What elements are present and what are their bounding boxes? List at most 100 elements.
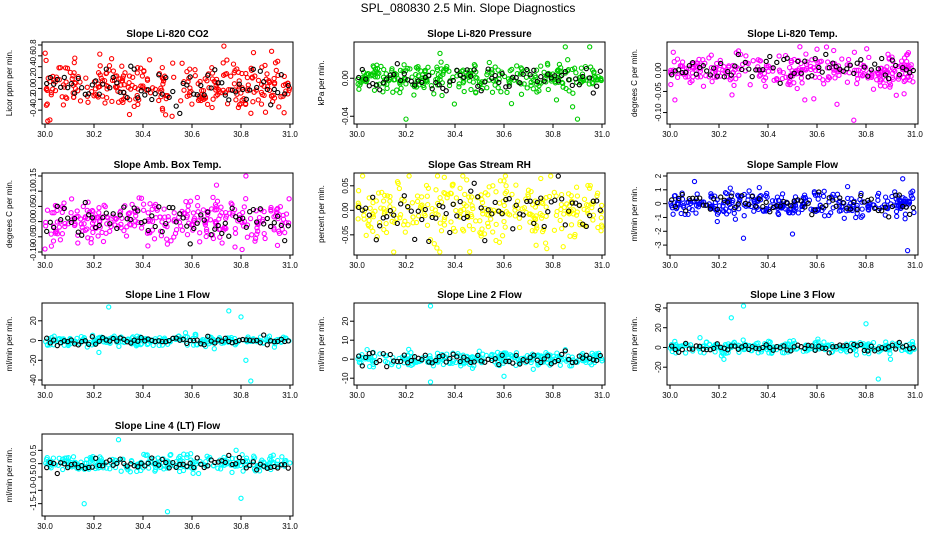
- x-tick-label: 31.0: [282, 130, 298, 139]
- overlay-point: [482, 79, 488, 85]
- overlay-point: [384, 363, 390, 370]
- outlier-point: [569, 104, 576, 110]
- data-point: [231, 70, 237, 76]
- data-point: [57, 64, 64, 71]
- data-point: [134, 70, 140, 76]
- y-axis-label: ml/min per min.: [630, 317, 639, 372]
- panel-6: Slope Sample Flow 30.0 30.2 30.4 30.6 30.8 31.…: [630, 160, 923, 270]
- overlay-point: [809, 211, 815, 218]
- data-point: [48, 92, 54, 98]
- overlay-point: [690, 59, 696, 66]
- data-point: [558, 201, 565, 208]
- overlay-point: [475, 83, 481, 89]
- data-point: [851, 49, 858, 55]
- overlay-points: [356, 61, 603, 96]
- data-point: [387, 193, 393, 200]
- data-point: [252, 235, 259, 242]
- data-point: [268, 204, 274, 211]
- x-tick-label: 30.4: [760, 130, 776, 139]
- overlay-point: [82, 199, 88, 206]
- overlay-point: [131, 205, 137, 211]
- plot-frame: [41, 172, 294, 256]
- outlier-point: [904, 247, 911, 254]
- data-point: [714, 218, 720, 225]
- data-point: [479, 199, 486, 206]
- y-tick-label: -0.04: [341, 107, 350, 126]
- overlay-point: [187, 74, 193, 80]
- overlay-point: [753, 67, 759, 73]
- data-point: [273, 67, 279, 74]
- data-point: [138, 195, 145, 201]
- data-point: [48, 89, 55, 96]
- data-point: [595, 73, 601, 80]
- data-point: [97, 63, 103, 69]
- y-tick-label: 0.0: [29, 82, 38, 94]
- data-point: [525, 187, 532, 193]
- data-point: [700, 57, 706, 63]
- data-point: [220, 60, 226, 66]
- data-point: [501, 202, 507, 209]
- y-tick-label: 0.0: [29, 458, 38, 470]
- data-point: [808, 63, 814, 70]
- data-point: [590, 217, 596, 223]
- overlay-point: [86, 212, 92, 218]
- data-point: [720, 207, 726, 213]
- data-point: [132, 218, 139, 224]
- data-point: [134, 468, 140, 475]
- y-tick-label: -0.10: [29, 242, 38, 261]
- data-point: [561, 204, 567, 211]
- overlay-point: [384, 214, 390, 220]
- data-point: [512, 213, 518, 219]
- data-point: [468, 70, 474, 77]
- data-point: [779, 191, 786, 197]
- plot-frame: [666, 41, 919, 125]
- data-point: [502, 173, 509, 179]
- data-point: [484, 85, 490, 91]
- data-point: [803, 51, 809, 57]
- overlay-point: [510, 360, 516, 366]
- data-point: [902, 216, 908, 222]
- data-point: [381, 66, 387, 73]
- data-point: [70, 454, 77, 460]
- data-point: [179, 227, 186, 233]
- overlay-point: [58, 217, 64, 223]
- overlay-point: [215, 80, 221, 86]
- data-point: [434, 173, 441, 179]
- overlay-point: [194, 220, 200, 226]
- overlay-point: [254, 219, 260, 225]
- data-point: [287, 460, 293, 466]
- data-point: [706, 55, 712, 61]
- y-tick-label: 0: [654, 201, 663, 206]
- data-point: [884, 198, 891, 204]
- data-point: [769, 198, 776, 204]
- x-tick-label: 30.8: [545, 391, 561, 400]
- x-tick-label: 30.6: [496, 261, 512, 270]
- overlay-point: [177, 211, 183, 217]
- overlay-point: [282, 237, 288, 244]
- data-point: [587, 182, 593, 189]
- panel-2: Slope Li-820 Pressure 30.0 30.2 30.4 30.6 30.…: [317, 29, 610, 139]
- overlay-point: [795, 58, 801, 65]
- data-point: [514, 63, 520, 69]
- outlier-point: [691, 178, 698, 185]
- data-point: [587, 64, 594, 70]
- overlay-point: [590, 198, 596, 204]
- data-point: [509, 191, 515, 198]
- data-point: [168, 238, 174, 244]
- data-point: [206, 85, 212, 91]
- outlier-point: [863, 321, 869, 327]
- data-point: [223, 213, 230, 219]
- data-point: [437, 220, 443, 226]
- data-point: [897, 197, 904, 204]
- data-point: [282, 229, 288, 236]
- data-point: [566, 88, 572, 94]
- data-point: [60, 466, 66, 473]
- data-point: [74, 208, 80, 214]
- overlay-point: [131, 66, 137, 72]
- overlay-point: [440, 204, 446, 210]
- overlay-point: [711, 65, 717, 71]
- overlay-point: [103, 66, 109, 72]
- data-point: [204, 78, 210, 84]
- data-point: [170, 60, 176, 66]
- panel-title: Slope Gas Stream RH: [428, 160, 531, 171]
